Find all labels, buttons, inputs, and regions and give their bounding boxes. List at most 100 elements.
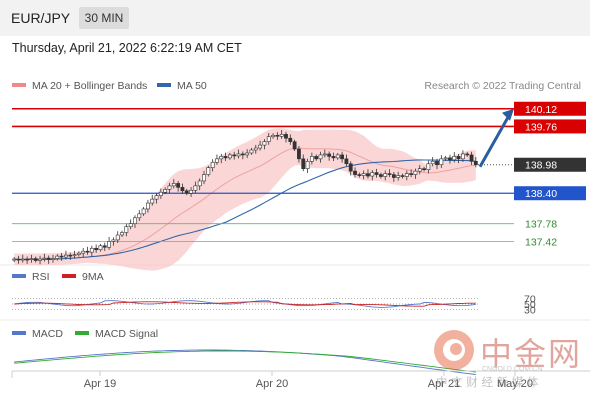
top-bar: EUR/JPY 30 MIN (0, 0, 590, 36)
rsi-tick-30: 30 (524, 305, 536, 317)
legend-rsi-ma: 9MA (62, 271, 104, 283)
watermark-logo-text: 中金网 (480, 335, 583, 373)
candle (98, 243, 103, 252)
candle (227, 152, 232, 160)
legend-label-macd: MACD (32, 328, 63, 340)
candle-body (176, 183, 181, 188)
candle (150, 194, 155, 206)
candle (357, 172, 362, 178)
candle (253, 144, 258, 154)
candle-body (387, 173, 392, 175)
candle (292, 139, 297, 151)
candle (409, 169, 414, 178)
candle-body (249, 149, 254, 154)
candle (383, 170, 388, 181)
candle-body (383, 173, 388, 177)
candle-body (20, 258, 25, 261)
candle (210, 159, 215, 172)
candle-body (89, 247, 94, 253)
candle-body (154, 195, 159, 200)
legend-swatch-rsi (12, 274, 26, 279)
candle (400, 173, 405, 179)
candle (456, 153, 461, 164)
legend-macd-signal: MACD Signal (75, 328, 158, 340)
candle (111, 237, 116, 246)
candle-body (223, 156, 228, 159)
candle-body (391, 174, 396, 178)
legend-ma20: MA 20 + Bollinger Bands (12, 80, 147, 92)
candle (81, 248, 86, 257)
candle (72, 250, 77, 259)
candle-body (322, 153, 327, 156)
candle-body (279, 133, 284, 137)
candle-body (396, 175, 401, 178)
candle (51, 254, 55, 263)
candle (46, 255, 51, 264)
timeframe-button[interactable]: 30 MIN (79, 7, 129, 29)
candle (297, 145, 301, 163)
candle-body (379, 174, 383, 177)
candle (120, 230, 124, 237)
candle-body (370, 172, 375, 177)
candle (176, 180, 181, 192)
rsi-tick-70: 70 (524, 293, 536, 305)
candle-body (115, 234, 120, 241)
candle (180, 183, 185, 194)
candle-body (193, 185, 198, 191)
candle-body (240, 153, 245, 156)
candle (68, 252, 73, 260)
candle-body (163, 189, 168, 193)
candle-body (314, 156, 319, 160)
candle-body (42, 257, 47, 260)
candle-body (456, 156, 461, 160)
candle (279, 129, 284, 139)
watermark-logo-icon (434, 330, 474, 370)
candle-body (417, 168, 422, 172)
candle (163, 187, 168, 195)
candle-body (443, 157, 448, 160)
candle (426, 160, 431, 174)
candle (249, 148, 254, 155)
candle-body (146, 202, 150, 210)
candle-body (137, 213, 142, 219)
candle-body (340, 154, 344, 160)
candle (396, 171, 401, 181)
legend-swatch-macd-signal (75, 331, 89, 336)
candle-body (72, 254, 77, 256)
candle-body (102, 245, 107, 248)
legend-label-macd-signal: MACD Signal (95, 328, 159, 340)
candle-body (180, 187, 185, 192)
candle (154, 193, 159, 204)
candle (240, 151, 245, 160)
candle-body (25, 258, 30, 261)
candle (335, 152, 340, 160)
candle-body (141, 208, 146, 215)
candle-body (284, 133, 288, 139)
candle (102, 242, 107, 251)
candle-body (404, 173, 409, 177)
candle-body (357, 174, 362, 176)
candle-body (85, 250, 90, 253)
candle (366, 169, 370, 179)
candle-body (439, 158, 444, 166)
candle (219, 153, 224, 164)
candle (137, 210, 142, 221)
candle-body (184, 190, 189, 194)
candle (322, 149, 327, 158)
legend-label-rsi-ma: 9MA (82, 271, 104, 283)
candle (288, 134, 293, 145)
minor-support-label-137.42: 137.42 (525, 236, 557, 248)
candle-body (288, 137, 293, 142)
candle-body (297, 148, 301, 160)
candle (258, 140, 263, 151)
legend-macd: MACD (12, 328, 63, 340)
watermark: 中金网 CNGOLD.COM.CN 中 文 财 经 新 媒 体 (432, 328, 582, 392)
candle-body (202, 174, 206, 182)
candle (430, 156, 435, 167)
candle (146, 199, 150, 213)
candle-body (245, 152, 250, 156)
candle (223, 152, 228, 162)
candle (404, 170, 409, 181)
candle-body (38, 258, 42, 261)
